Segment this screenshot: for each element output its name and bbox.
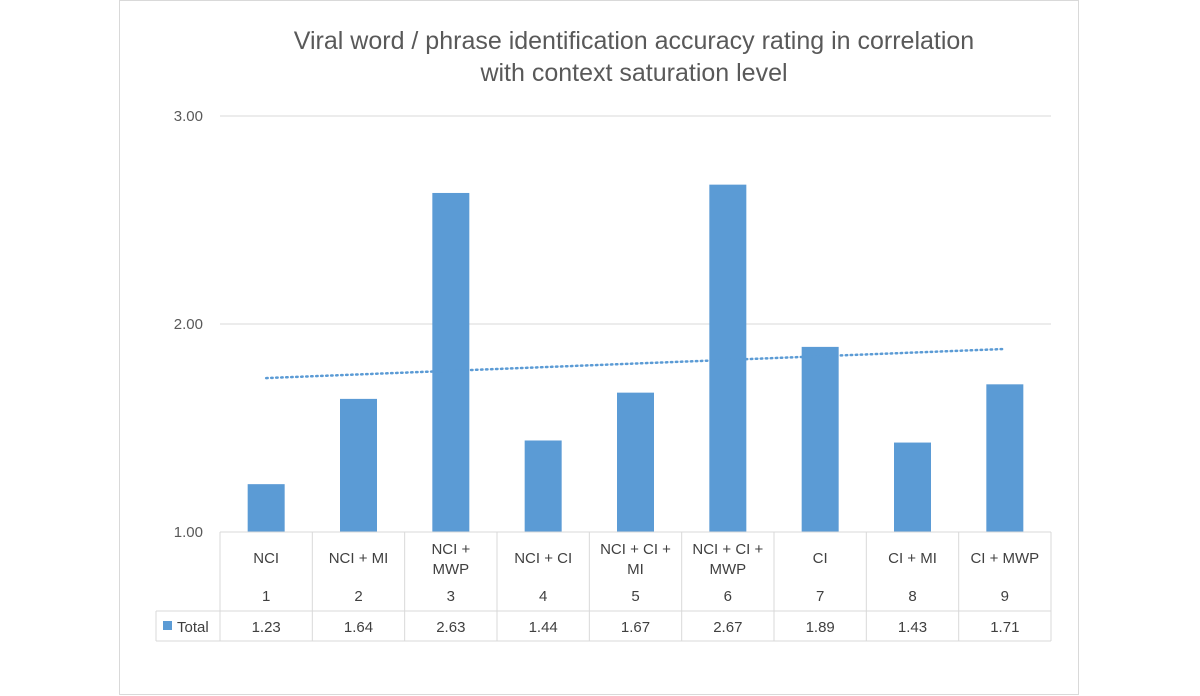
y-tick-label: 1.00 bbox=[174, 524, 203, 541]
category-index-label: 8 bbox=[908, 588, 916, 605]
trendline-layer bbox=[264, 347, 1007, 380]
bar bbox=[432, 192, 470, 532]
category-label: MI bbox=[627, 561, 644, 578]
chart-frame: Viral word / phrase identification accur… bbox=[119, 0, 1079, 695]
legend-key-total bbox=[163, 621, 172, 630]
category-label: NCI + CI + bbox=[600, 541, 671, 558]
category-index-label: 5 bbox=[631, 588, 639, 605]
category-label: CI bbox=[813, 550, 828, 567]
category-label: MWP bbox=[709, 561, 746, 578]
category-label: MWP bbox=[432, 561, 469, 578]
bar bbox=[247, 484, 285, 532]
data-table-value: 1.23 bbox=[252, 619, 281, 636]
category-label: CI + MI bbox=[888, 550, 937, 567]
bar bbox=[986, 384, 1024, 532]
bar bbox=[894, 442, 931, 532]
bar bbox=[524, 440, 562, 532]
category-label: NCI bbox=[253, 550, 279, 567]
category-label: CI + MWP bbox=[970, 550, 1039, 567]
data-table-value: 2.63 bbox=[436, 619, 465, 636]
category-label: NCI + CI bbox=[514, 550, 572, 567]
bar bbox=[801, 346, 839, 532]
bar bbox=[340, 398, 377, 532]
category-index-label: 2 bbox=[354, 588, 362, 605]
legend-label-total: Total bbox=[177, 619, 209, 636]
chart-title-line-2: with context saturation level bbox=[479, 59, 787, 87]
category-label: NCI + MI bbox=[329, 550, 389, 567]
bars bbox=[247, 184, 1024, 532]
category-index-label: 4 bbox=[539, 588, 547, 605]
category-index-label: 7 bbox=[816, 588, 824, 605]
category-label: NCI + CI + bbox=[692, 541, 763, 558]
bar bbox=[617, 392, 654, 532]
category-index-label: 1 bbox=[262, 588, 270, 605]
data-table-value: 1.43 bbox=[898, 619, 927, 636]
data-table-value: 1.67 bbox=[621, 619, 650, 636]
chart-title-line-1: Viral word / phrase identification accur… bbox=[294, 27, 974, 55]
category-label: NCI + bbox=[431, 541, 470, 558]
data-table: NCI 1 1.23 NCI + MI 2 1.64 NCI + MWP 3 2.63 NCI + … bbox=[155, 531, 1052, 642]
data-table-value: 1.44 bbox=[529, 619, 558, 636]
y-tick-label: 3.00 bbox=[174, 108, 203, 125]
bar-chart: Viral word / phrase identification accur… bbox=[155, 27, 1052, 642]
trendline bbox=[264, 347, 1007, 380]
category-index-label: 9 bbox=[1001, 588, 1009, 605]
gridlines bbox=[220, 115, 1051, 325]
data-table-value: 2.67 bbox=[713, 619, 742, 636]
category-index-label: 6 bbox=[724, 588, 732, 605]
data-table-value: 1.71 bbox=[990, 619, 1019, 636]
y-axis-ticks: 1.00 2.00 3.00 bbox=[174, 108, 203, 541]
y-tick-label: 2.00 bbox=[174, 316, 203, 333]
data-table-value: 1.89 bbox=[806, 619, 835, 636]
category-index-label: 3 bbox=[447, 588, 455, 605]
data-table-value: 1.64 bbox=[344, 619, 373, 636]
